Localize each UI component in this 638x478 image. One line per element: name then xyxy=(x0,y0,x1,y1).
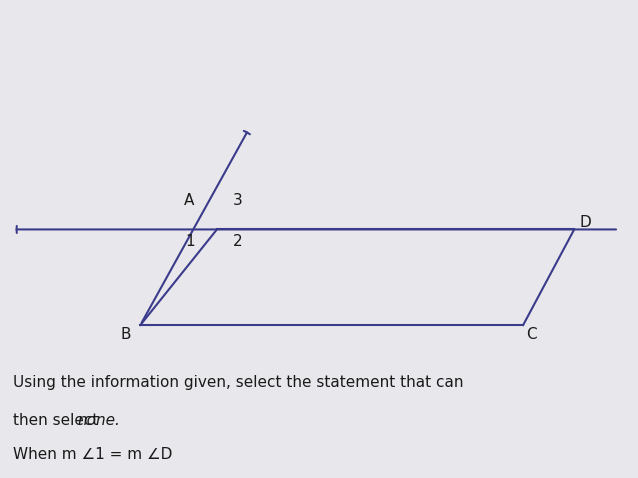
Text: 2: 2 xyxy=(233,234,242,249)
Text: C: C xyxy=(526,327,537,342)
Text: D: D xyxy=(579,215,591,230)
Text: Using the information given, select the statement that can: Using the information given, select the … xyxy=(13,375,463,390)
Text: 3: 3 xyxy=(233,193,242,208)
Text: B: B xyxy=(121,327,131,342)
Text: A: A xyxy=(184,193,195,208)
Text: 1: 1 xyxy=(185,234,195,249)
Text: none.: none. xyxy=(78,413,121,428)
Text: then select: then select xyxy=(13,413,103,428)
Text: When m ∠1 = m ∠D: When m ∠1 = m ∠D xyxy=(13,446,172,462)
